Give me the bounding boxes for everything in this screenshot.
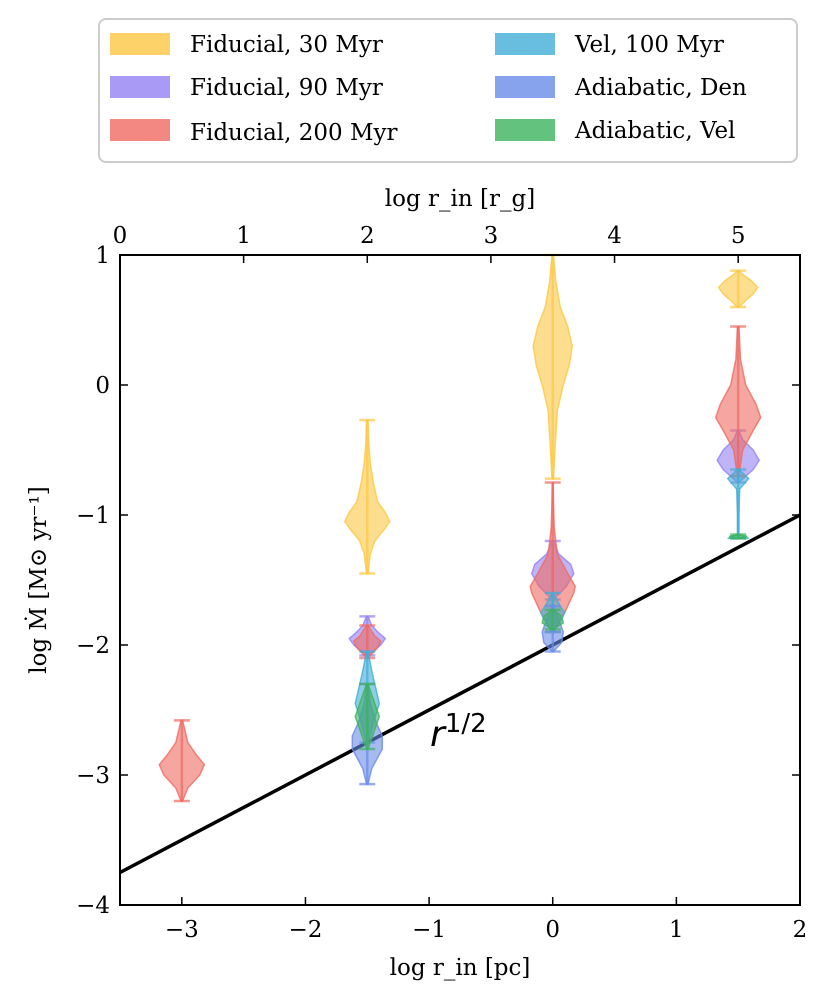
legend: Fiducial, 30 Myr Fiducial, 90 Myr Fiduci… xyxy=(98,18,798,163)
plot-area xyxy=(119,253,801,875)
legend-frame xyxy=(98,18,798,163)
x-tick-label: 1 xyxy=(669,917,684,943)
y-tick-label: −2 xyxy=(76,633,110,659)
legend-label: Adiabatic, Den xyxy=(574,75,747,101)
x-tick-label: 2 xyxy=(793,917,808,943)
top-x-tick-label: 1 xyxy=(236,223,251,249)
top-x-tick-label: 0 xyxy=(113,223,128,249)
top-x-tick-label: 2 xyxy=(360,223,375,249)
legend-swatch xyxy=(495,76,555,98)
top-x-tick-label: 3 xyxy=(484,223,499,249)
x-tick-label: −3 xyxy=(165,917,199,943)
y-axis-title: log Ṁ [M⊙ yr⁻¹] xyxy=(25,486,52,674)
y-tick-label: 1 xyxy=(95,243,110,269)
y-tick-label: −3 xyxy=(76,763,110,789)
legend-label: Fiducial, 90 Myr xyxy=(190,75,383,101)
legend-label: Vel, 100 Myr xyxy=(574,32,724,58)
x-tick-label: −2 xyxy=(289,917,323,943)
reference-line-label-base: r xyxy=(430,714,447,755)
y-tick-label: −1 xyxy=(76,503,110,529)
top-x-tick-label: 4 xyxy=(607,223,622,249)
legend-entry: Adiabatic, Vel xyxy=(495,118,735,144)
top-x-tick-label: 5 xyxy=(731,223,746,249)
x-axis-title: log r_in [pc] xyxy=(390,955,531,981)
legend-entry: Vel, 100 Myr xyxy=(495,32,724,58)
reference-line xyxy=(119,513,801,875)
legend-entry: Fiducial, 90 Myr xyxy=(110,75,383,101)
legend-entry: Adiabatic, Den xyxy=(495,75,747,101)
legend-swatch xyxy=(110,119,170,141)
reference-line-label-exponent: 1/2 xyxy=(445,709,487,739)
plot-frame xyxy=(119,254,801,906)
legend-swatch xyxy=(495,33,555,55)
x-tick-label: 0 xyxy=(545,917,560,943)
y-tick-label: 0 xyxy=(95,373,110,399)
legend-swatch xyxy=(495,119,555,141)
legend-entry: Fiducial, 200 Myr xyxy=(110,119,398,146)
legend-label: Fiducial, 30 Myr xyxy=(190,32,383,58)
legend-swatch xyxy=(110,33,170,55)
legend-label: Fiducial, 200 Myr xyxy=(190,120,398,146)
y-tick-label: −4 xyxy=(76,893,110,919)
reference-line-label: r1/2 xyxy=(430,709,487,755)
legend-label: Adiabatic, Vel xyxy=(574,118,735,144)
legend-swatch xyxy=(110,76,170,98)
x-tick-label: −1 xyxy=(412,917,446,943)
legend-entry: Fiducial, 30 Myr xyxy=(110,32,383,58)
top-x-axis-title: log r_in [r_g] xyxy=(385,186,535,212)
